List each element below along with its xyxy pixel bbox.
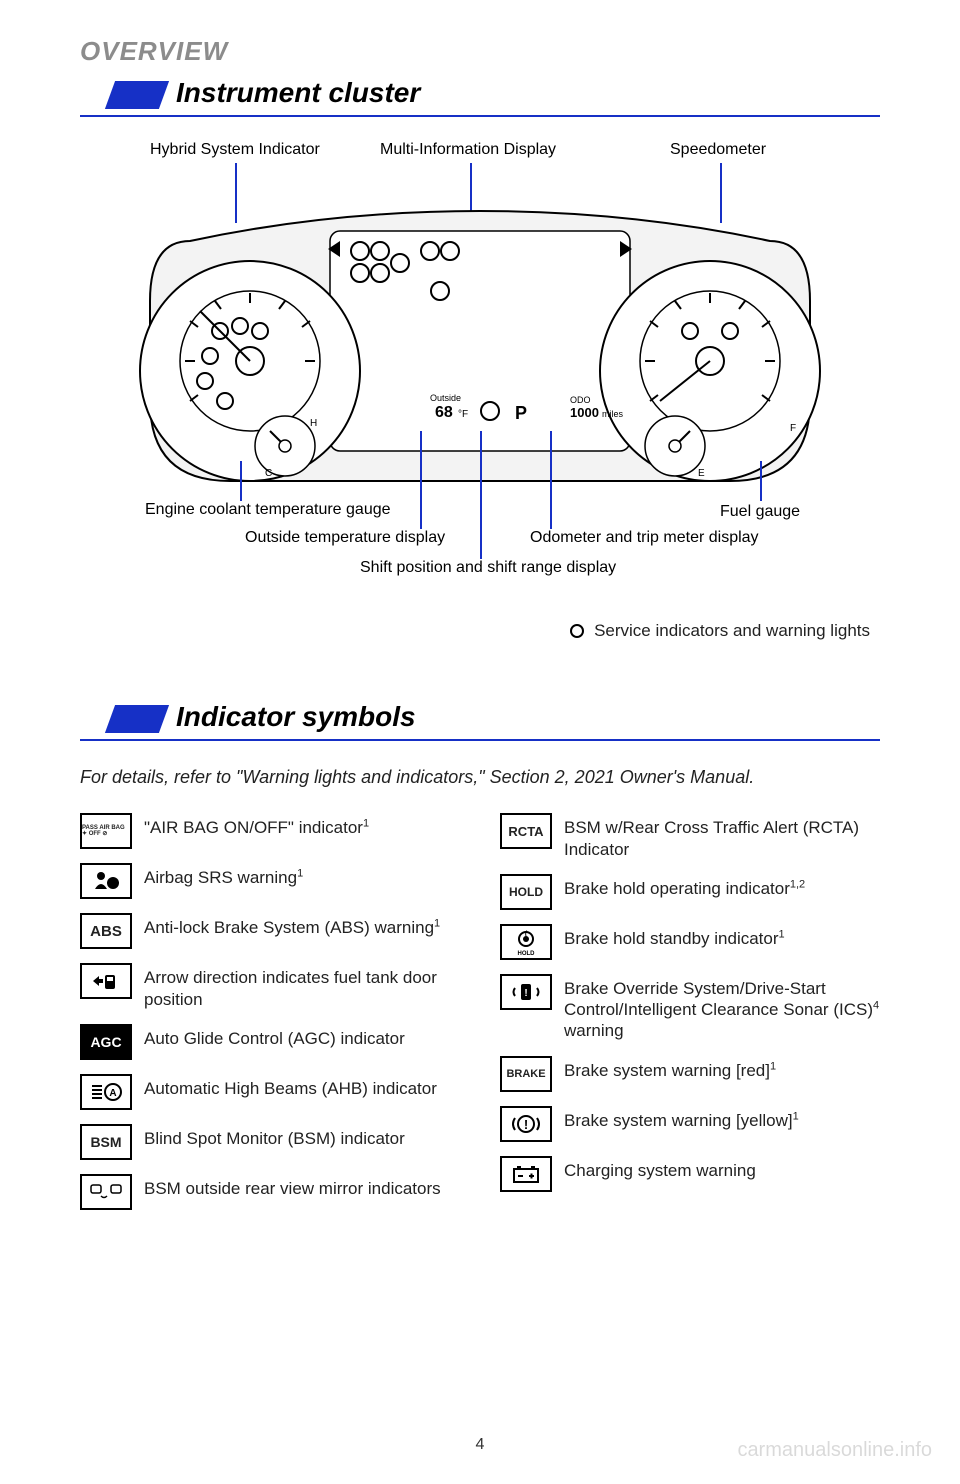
lead-line <box>760 461 762 501</box>
symbol-icon <box>80 963 132 999</box>
label-eng-coolant: Engine coolant temperature gauge <box>145 501 391 519</box>
lead-line <box>420 431 422 529</box>
symbol-text: Automatic High Beams (AHB) indicator <box>144 1074 437 1099</box>
symbol-icon: BRAKE <box>500 1056 552 1092</box>
symbol-icon: RCTA <box>500 813 552 849</box>
symbol-text: Auto Glide Control (AGC) indicator <box>144 1024 405 1049</box>
svg-text:!: ! <box>524 1117 528 1132</box>
symbol-text: Brake hold operating indicator1,2 <box>564 874 805 899</box>
symbol-row: (HOLD Brake hold standby indicator1 <box>500 924 880 960</box>
symbol-icon: ! <box>500 1106 552 1142</box>
symbol-row: BRAKE Brake system warning [red]1 <box>500 1056 880 1092</box>
section-header-2: Indicator symbols <box>80 701 880 733</box>
symbol-icon: A <box>80 1074 132 1110</box>
symbol-row: RCTA BSM w/Rear Cross Traffic Alert (RCTA… <box>500 813 880 860</box>
symbol-row: PASS AIR BAG ✦ OFF ⊘ "AIR BAG ON/OFF" ind… <box>80 813 460 849</box>
symbol-text: Brake system warning [yellow]1 <box>564 1106 799 1131</box>
symbol-icon: BSM <box>80 1124 132 1160</box>
section-header-1: Instrument cluster <box>80 77 880 109</box>
label-speedo: Speedometer <box>670 141 766 159</box>
section-rule <box>80 115 880 117</box>
label-H: H <box>310 418 317 429</box>
accent-shape <box>105 705 169 733</box>
legend-circle-icon <box>570 624 584 638</box>
label-C: C <box>265 468 272 479</box>
label-odo: Odometer and trip meter display <box>530 529 759 547</box>
svg-text:!: ! <box>524 988 527 999</box>
odo-label: ODO <box>570 395 591 405</box>
symbol-text: Charging system warning <box>564 1156 756 1181</box>
symbol-icon: PASS AIR BAG ✦ OFF ⊘ <box>80 813 132 849</box>
label-hybrid: Hybrid System Indicator <box>150 141 320 159</box>
symbol-icon: ! <box>500 974 552 1010</box>
symbol-icon <box>80 1174 132 1210</box>
symbol-row: Airbag SRS warning1 <box>80 863 460 899</box>
svg-text:HOLD: HOLD <box>518 951 536 956</box>
label-mid: Multi-Information Display <box>380 141 556 159</box>
symbol-row: AGC Auto Glide Control (AGC) indicator <box>80 1024 460 1060</box>
symbol-row: Arrow direction indicates fuel tank door… <box>80 963 460 1010</box>
symbol-text: Brake Override System/Drive-Start Contro… <box>564 974 880 1042</box>
section-intro: For details, refer to "Warning lights an… <box>80 765 880 789</box>
legend: Service indicators and warning lights <box>80 621 880 641</box>
temp-unit: °F <box>458 409 468 420</box>
label-shift: Shift position and shift range display <box>360 559 616 577</box>
symbol-row: Charging system warning <box>500 1156 880 1192</box>
symbol-text: Brake hold standby indicator1 <box>564 924 785 949</box>
symbol-column-left: PASS AIR BAG ✦ OFF ⊘ "AIR BAG ON/OFF" ind… <box>80 813 460 1224</box>
label-F: F <box>790 423 796 434</box>
symbol-columns: PASS AIR BAG ✦ OFF ⊘ "AIR BAG ON/OFF" ind… <box>80 813 880 1224</box>
symbol-row: ! Brake Override System/Drive-Start Contr… <box>500 974 880 1042</box>
label-fuel: Fuel gauge <box>720 503 800 521</box>
lead-line <box>240 461 242 501</box>
symbol-row: ! Brake system warning [yellow]1 <box>500 1106 880 1142</box>
lead-line <box>480 431 482 559</box>
symbol-text: Anti-lock Brake System (ABS) warning1 <box>144 913 440 938</box>
symbol-text: BSM w/Rear Cross Traffic Alert (RCTA) In… <box>564 813 880 860</box>
lead-line <box>550 431 552 529</box>
label-E: E <box>698 468 705 479</box>
symbol-text: Airbag SRS warning1 <box>144 863 303 888</box>
section-title-2: Indicator symbols <box>176 701 416 733</box>
legend-text: Service indicators and warning lights <box>594 621 870 641</box>
symbol-column-right: RCTA BSM w/Rear Cross Traffic Alert (RCTA… <box>500 813 880 1224</box>
symbol-text: "AIR BAG ON/OFF" indicator1 <box>144 813 369 838</box>
symbol-text: Blind Spot Monitor (BSM) indicator <box>144 1124 405 1149</box>
symbol-row: BSM Blind Spot Monitor (BSM) indicator <box>80 1124 460 1160</box>
label-outside-temp: Outside temperature display <box>245 529 445 547</box>
symbol-icon: ABS <box>80 913 132 949</box>
symbol-icon: (HOLD <box>500 924 552 960</box>
odo-value: 1000 <box>570 405 599 420</box>
symbol-row: ABS Anti-lock Brake System (ABS) warning1 <box>80 913 460 949</box>
symbol-row: BSM outside rear view mirror indicators <box>80 1174 460 1210</box>
instrument-cluster-diagram: Hybrid System Indicator Multi-Informatio… <box>80 141 880 611</box>
symbol-icon: AGC <box>80 1024 132 1060</box>
svg-text:A: A <box>109 1088 116 1099</box>
symbol-row: A Automatic High Beams (AHB) indicator <box>80 1074 460 1110</box>
section-rule <box>80 739 880 741</box>
odo-unit: miles <box>602 409 624 419</box>
gear-value: P <box>515 403 527 423</box>
symbol-row: HOLD Brake hold operating indicator1,2 <box>500 874 880 910</box>
watermark: carmanualsonline.info <box>737 1439 932 1462</box>
symbol-text: BSM outside rear view mirror indicators <box>144 1174 441 1199</box>
symbol-icon <box>80 863 132 899</box>
overview-heading: OVERVIEW <box>80 36 880 67</box>
accent-shape <box>105 81 169 109</box>
symbol-icon <box>500 1156 552 1192</box>
section-title-1: Instrument cluster <box>176 77 420 109</box>
symbol-icon: HOLD <box>500 874 552 910</box>
symbol-text: Brake system warning [red]1 <box>564 1056 776 1081</box>
temp-value: 68 <box>435 404 453 421</box>
outside-label: Outside <box>430 393 461 403</box>
symbol-text: Arrow direction indicates fuel tank door… <box>144 963 460 1010</box>
